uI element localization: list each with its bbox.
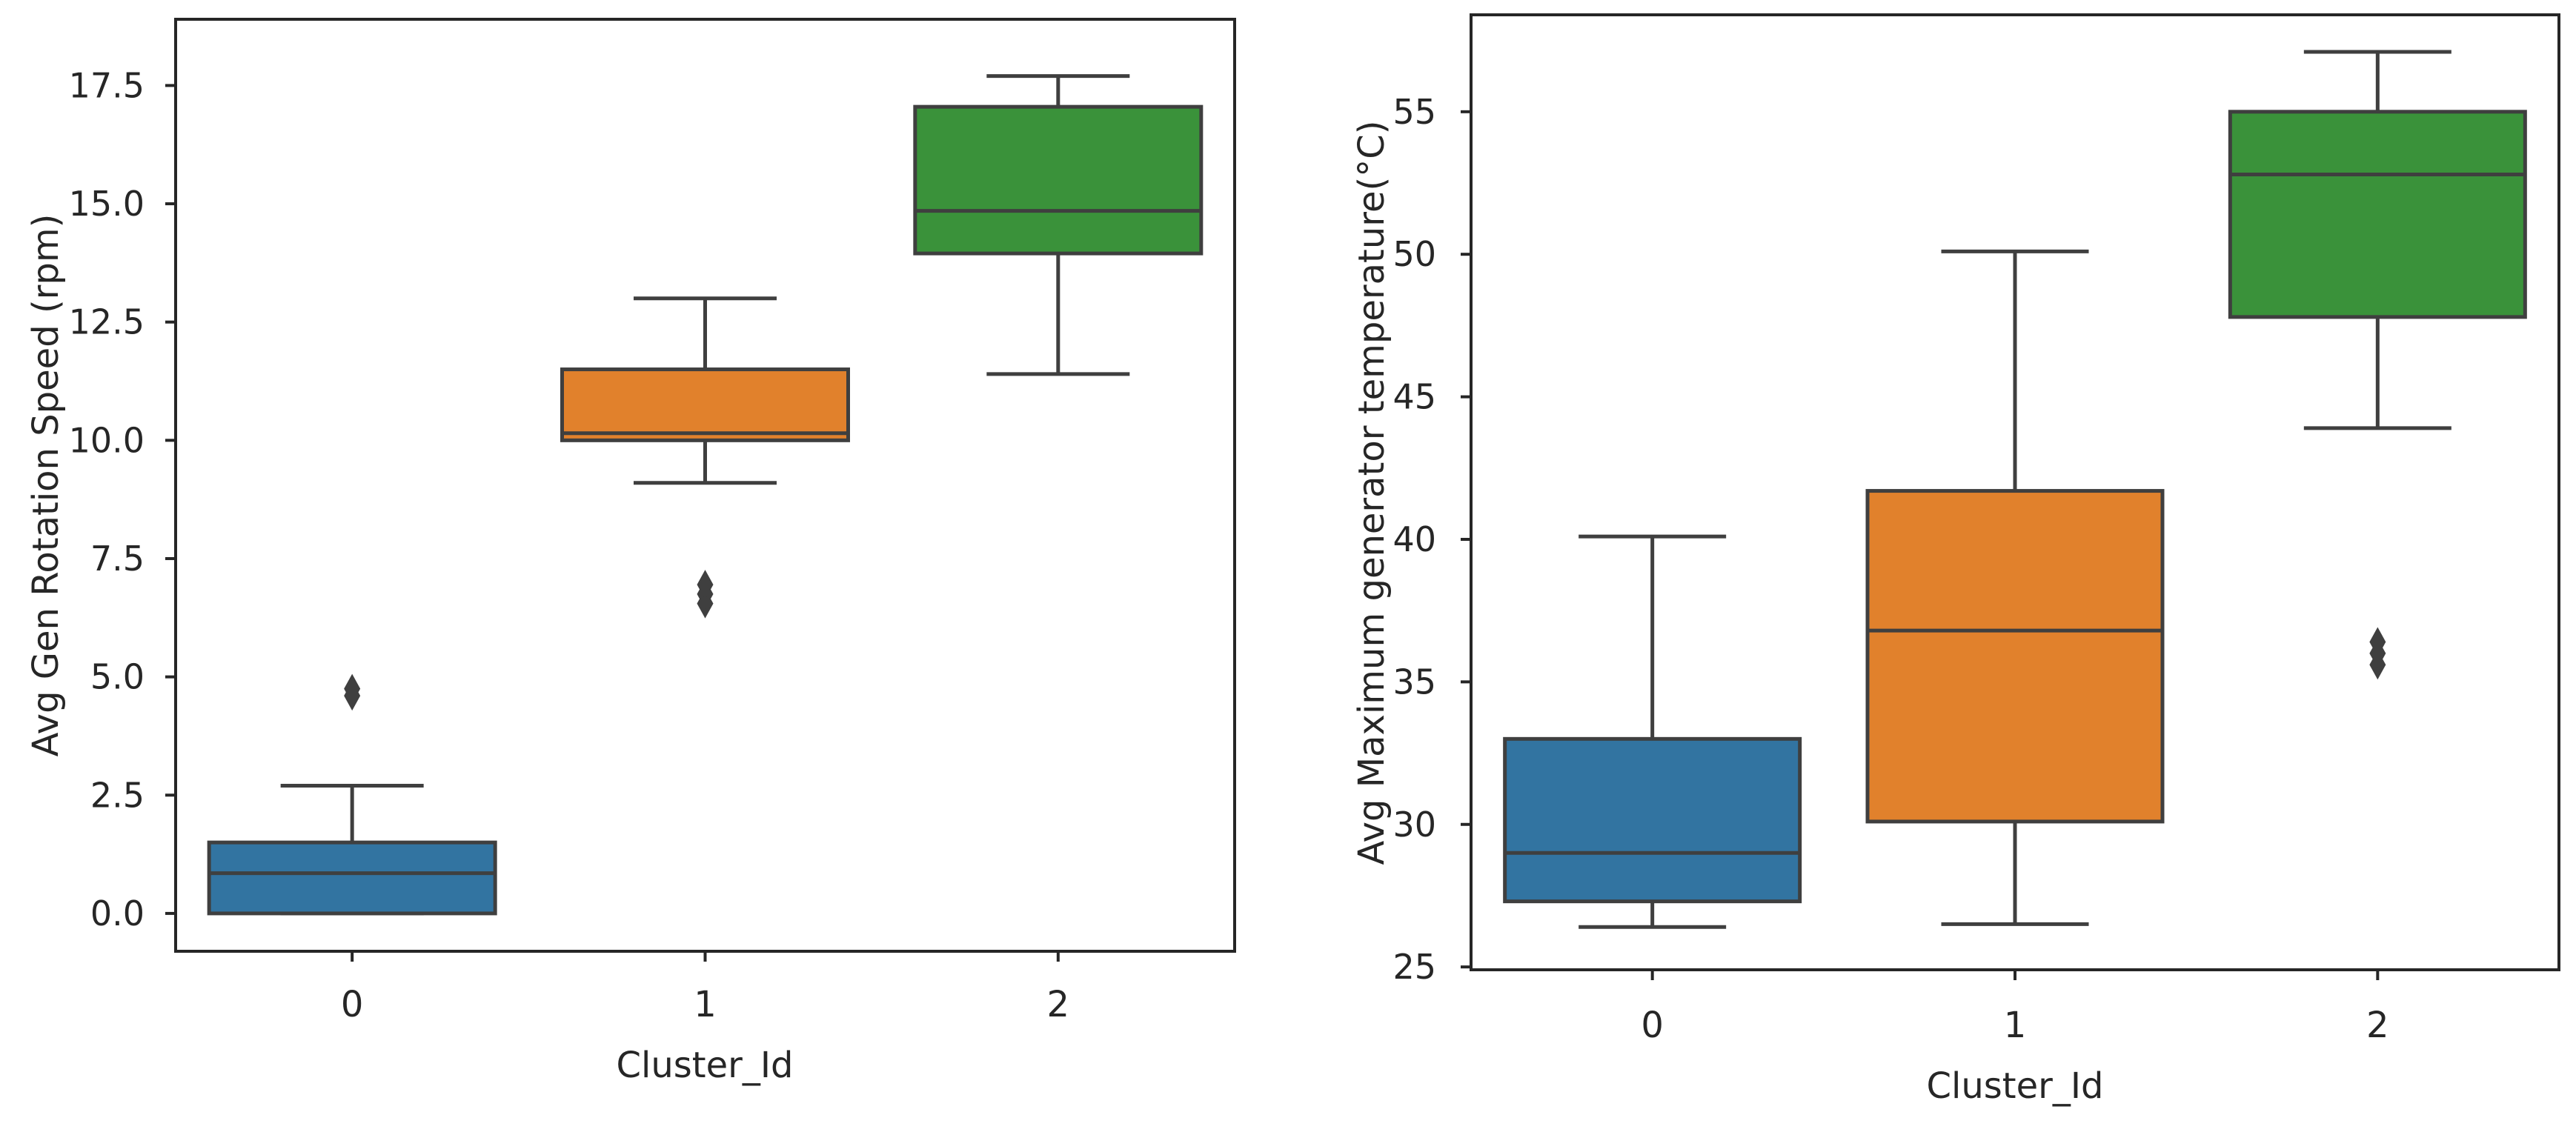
box-cluster-0 xyxy=(207,673,497,916)
outlier-point xyxy=(2369,627,2386,657)
x-axis-label: Cluster_Id xyxy=(1927,1065,2104,1107)
x-tick-label: 1 xyxy=(2004,1005,2027,1046)
y-tick-label: 40 xyxy=(1392,519,1436,559)
y-tick-label: 25 xyxy=(1392,947,1436,987)
y-tick-label: 15.0 xyxy=(69,184,145,224)
y-tick-label: 5.0 xyxy=(90,657,145,697)
x-tick-label: 1 xyxy=(694,984,717,1025)
iqr-box xyxy=(560,367,850,442)
x-tick-label: 0 xyxy=(341,984,364,1025)
y-axis-label: Avg Gen Rotation Speed (rpm) xyxy=(25,214,67,757)
x-tick-label: 0 xyxy=(1641,1005,1664,1046)
outlier-point xyxy=(697,570,714,600)
y-tick-label: 45 xyxy=(1392,377,1436,417)
y-tick-label: 55 xyxy=(1392,92,1436,132)
box-cluster-1 xyxy=(1865,249,2165,926)
box-cluster-2 xyxy=(913,74,1204,376)
x-axis-label: Cluster_Id xyxy=(617,1045,794,1086)
y-tick-label: 30 xyxy=(1392,805,1436,845)
y-axis-label: Avg Maximum generator temperature(°C) xyxy=(1351,121,1392,865)
iqr-box xyxy=(1865,489,2165,824)
y-tick-label: 10.0 xyxy=(69,420,145,460)
x-tick-label: 2 xyxy=(1047,984,1070,1025)
iqr-box xyxy=(2228,110,2527,319)
outlier-point xyxy=(344,673,361,704)
iqr-box xyxy=(913,104,1204,256)
box-cluster-1 xyxy=(560,296,850,619)
x-tick-label: 2 xyxy=(2366,1005,2389,1046)
box-cluster-0 xyxy=(1503,534,1802,929)
chart-rotation-speed: 0.0 2.5 5.0 7.5 10.0 12.5 15.0 17.5 0 1 2 Cluster_… xyxy=(25,18,1236,1086)
y-tick-label: 2.5 xyxy=(90,775,145,815)
y-tick-label: 17.5 xyxy=(69,65,145,105)
y-tick-label: 50 xyxy=(1392,234,1436,274)
chart-generator-temperature: 25 30 35 40 45 50 55 0 1 2 Cluster_Id Avg Maximum… xyxy=(1351,13,2560,1107)
box-cluster-2 xyxy=(2228,50,2527,680)
y-tick-label: 12.5 xyxy=(69,302,145,342)
y-tick-label: 0.0 xyxy=(90,893,145,933)
y-tick-label: 7.5 xyxy=(90,539,145,579)
y-tick-label: 35 xyxy=(1392,662,1436,702)
iqr-box xyxy=(1503,736,1802,904)
iqr-box xyxy=(207,840,497,916)
